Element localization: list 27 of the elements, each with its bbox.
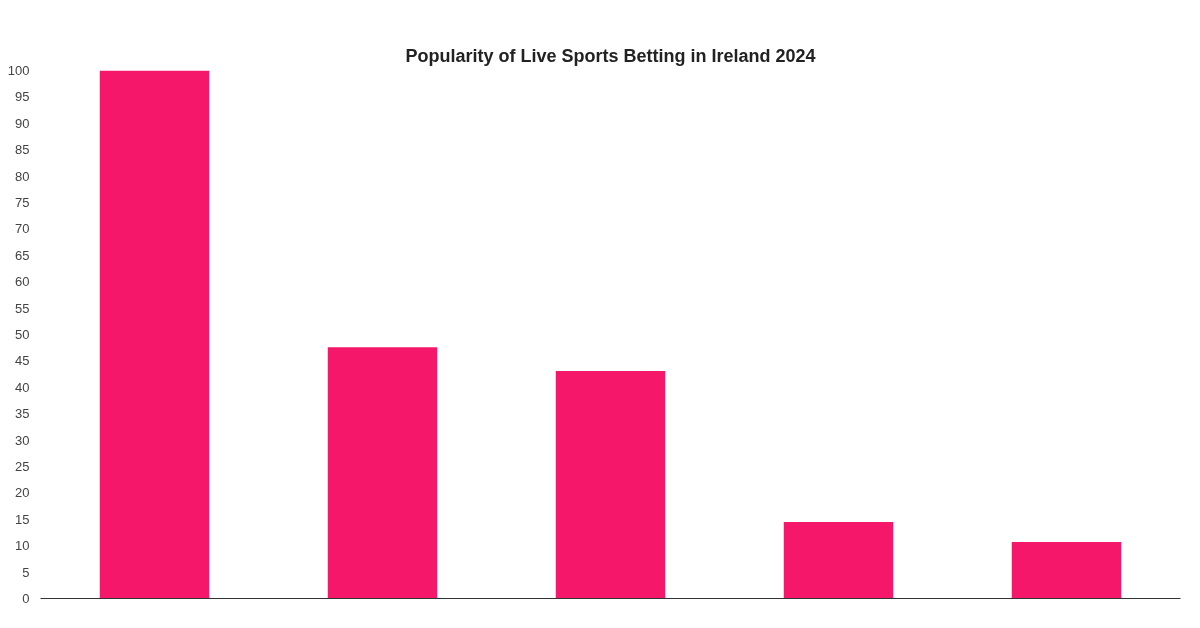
- y-tick-label: 75: [15, 195, 30, 210]
- bar: [327, 347, 438, 599]
- chart-title: Popularity of Live Sports Betting in Ireland 2024: [405, 45, 816, 66]
- y-tick-label: 35: [15, 406, 30, 422]
- y-tick-label: 15: [15, 511, 30, 527]
- y-tick-label: 5: [22, 564, 30, 580]
- y-tick-label: 20: [15, 485, 30, 501]
- y-tick-label: 65: [15, 247, 30, 263]
- bar: [555, 370, 666, 599]
- y-tick-label: 50: [15, 327, 30, 342]
- y-tick-label: 90: [15, 115, 30, 131]
- y-tick-label: 45: [15, 353, 30, 369]
- y-tick-label: 80: [15, 168, 30, 184]
- y-tick-label: 40: [15, 379, 30, 395]
- y-tick-label: 0: [22, 591, 30, 606]
- y-tick-label: 25: [15, 459, 30, 474]
- y-tick-label: 70: [15, 221, 30, 237]
- bar: [99, 70, 210, 599]
- y-tick-label: 10: [15, 538, 30, 554]
- bar: [783, 521, 894, 599]
- bar: [1011, 542, 1122, 599]
- y-tick-label: 85: [15, 142, 30, 158]
- y-tick-label: 100: [7, 63, 30, 78]
- y-tick-label: 55: [15, 300, 30, 316]
- y-tick-label: 95: [15, 89, 30, 105]
- y-tick-label: 60: [15, 274, 30, 290]
- y-tick-label: 30: [15, 432, 30, 448]
